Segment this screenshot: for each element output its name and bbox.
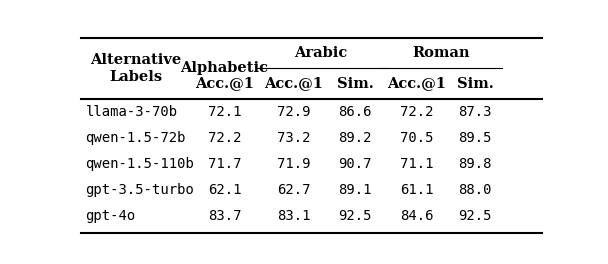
Text: Acc.@1: Acc.@1 — [387, 77, 446, 91]
Text: 92.5: 92.5 — [458, 209, 492, 223]
Text: 72.2: 72.2 — [399, 105, 433, 119]
Text: Arabic: Arabic — [294, 46, 348, 60]
Text: Sim.: Sim. — [457, 77, 494, 91]
Text: qwen-1.5-72b: qwen-1.5-72b — [85, 131, 186, 145]
Text: 83.7: 83.7 — [208, 209, 241, 223]
Text: Roman: Roman — [412, 46, 470, 60]
Text: llama-3-70b: llama-3-70b — [85, 105, 178, 119]
Text: 70.5: 70.5 — [399, 131, 433, 145]
Text: 62.7: 62.7 — [277, 183, 311, 197]
Text: Acc.@1: Acc.@1 — [264, 77, 323, 91]
Text: 62.1: 62.1 — [208, 183, 241, 197]
Text: 72.9: 72.9 — [277, 105, 311, 119]
Text: 71.1: 71.1 — [399, 157, 433, 171]
Text: Alternative
Labels: Alternative Labels — [91, 53, 182, 84]
Text: 89.1: 89.1 — [339, 183, 372, 197]
Text: gpt-4o: gpt-4o — [85, 209, 136, 223]
Text: 88.0: 88.0 — [458, 183, 492, 197]
Text: 92.5: 92.5 — [339, 209, 372, 223]
Text: 71.9: 71.9 — [277, 157, 311, 171]
Text: Acc.@1: Acc.@1 — [195, 77, 254, 91]
Text: 89.5: 89.5 — [458, 131, 492, 145]
Text: 87.3: 87.3 — [458, 105, 492, 119]
Text: 90.7: 90.7 — [339, 157, 372, 171]
Text: 83.1: 83.1 — [277, 209, 311, 223]
Text: 86.6: 86.6 — [339, 105, 372, 119]
Text: gpt-3.5-turbo: gpt-3.5-turbo — [85, 183, 195, 197]
Text: 71.7: 71.7 — [208, 157, 241, 171]
Text: Sim.: Sim. — [337, 77, 373, 91]
Text: 73.2: 73.2 — [277, 131, 311, 145]
Text: qwen-1.5-110b: qwen-1.5-110b — [85, 157, 195, 171]
Text: 72.1: 72.1 — [208, 105, 241, 119]
Text: 84.6: 84.6 — [399, 209, 433, 223]
Text: 89.2: 89.2 — [339, 131, 372, 145]
Text: 61.1: 61.1 — [399, 183, 433, 197]
Text: Alphabetic: Alphabetic — [181, 61, 268, 75]
Text: 89.8: 89.8 — [458, 157, 492, 171]
Text: 72.2: 72.2 — [208, 131, 241, 145]
